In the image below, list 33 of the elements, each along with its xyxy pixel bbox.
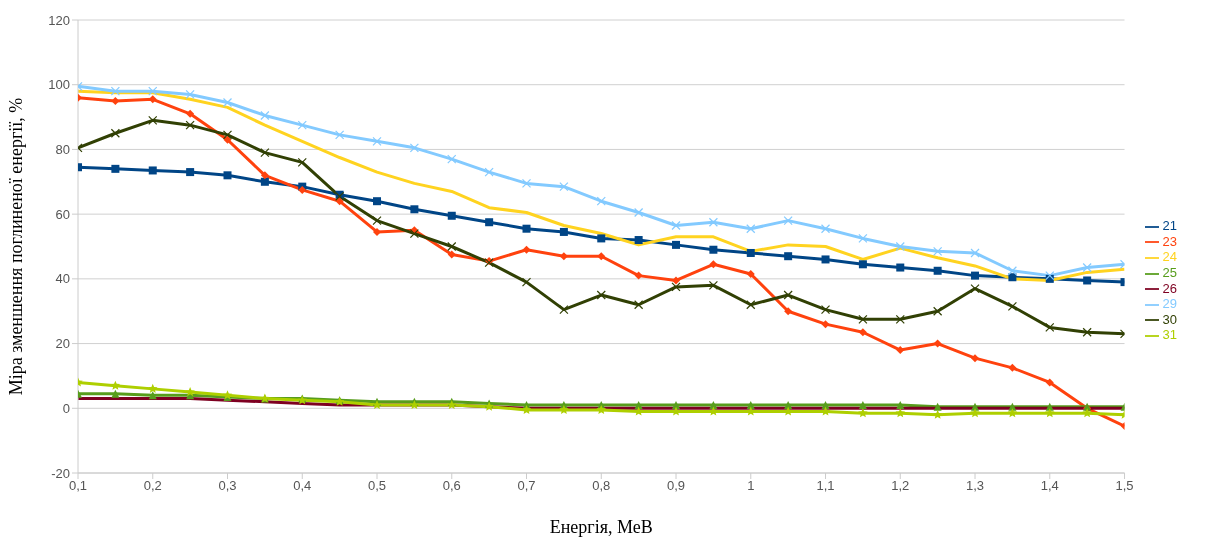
y-tick-label: 0 [62, 400, 70, 416]
x-tick-label: 0,6 [442, 478, 461, 494]
x-tick-label: 0,2 [143, 478, 162, 494]
x-tick-label: 0,8 [592, 478, 611, 494]
y-tick-label: 20 [55, 336, 70, 352]
y-axis-title: Міра зменшення поглиненої енергії, % [6, 97, 27, 396]
legend-label: 25 [1162, 264, 1177, 280]
legend-label: 21 [1162, 218, 1177, 234]
legend-label: 23 [1162, 233, 1177, 249]
x-tick-label: 0,5 [367, 478, 387, 494]
x-tick-label: 1,1 [816, 478, 835, 494]
y-tick-label: 40 [55, 271, 70, 287]
y-tick-label: 120 [48, 12, 70, 28]
y-tick-label: 60 [55, 206, 70, 222]
x-tick-label: 0,7 [517, 478, 536, 494]
legend-label: 30 [1162, 311, 1177, 327]
legend-label: 26 [1162, 280, 1177, 296]
y-tick-label: -20 [51, 465, 70, 481]
legend-label: 31 [1162, 327, 1177, 343]
x-tick-label: 0,9 [666, 478, 686, 494]
x-tick-label: 1 [747, 478, 755, 494]
x-tick-label: 0,3 [218, 478, 237, 494]
y-tick-label: 100 [48, 77, 70, 93]
x-tick-label: 1,4 [1040, 478, 1059, 494]
legend-label: 29 [1162, 296, 1177, 312]
x-axis-title: Енергія, МеВ [549, 517, 653, 537]
x-tick-label: 1,2 [891, 478, 910, 494]
x-tick-label: 1,5 [1115, 478, 1134, 494]
legend-label: 24 [1162, 249, 1177, 265]
x-tick-label: 1,3 [965, 478, 985, 494]
x-tick-label: 0,4 [293, 478, 312, 494]
x-tick-label: 0,1 [68, 478, 88, 494]
y-tick-label: 80 [55, 142, 70, 158]
